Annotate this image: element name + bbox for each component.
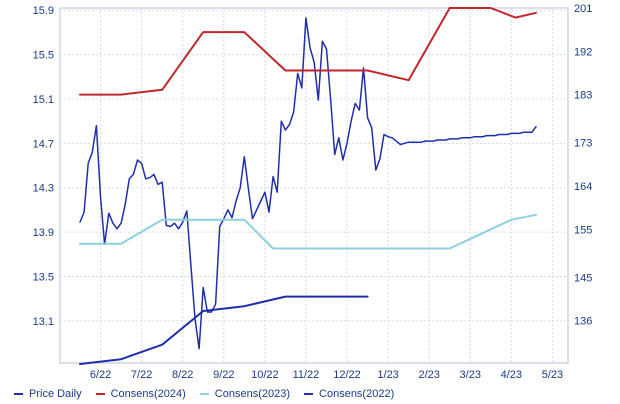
legend-swatch [199,393,209,395]
y-left-tick-label: 15.9 [33,5,54,17]
y-right-tick-label: 192 [574,46,592,58]
series-line-consens-2022 [79,295,369,365]
y-left-tick-label: 13.5 [33,271,54,283]
x-tick-label: 10/22 [251,369,279,381]
legend-swatch [14,393,23,395]
legend-item-consens-2022: Consens(2022) [304,388,394,400]
y-right-tick-label: 164 [574,181,592,193]
y-left-tick-label: 14.7 [33,138,54,150]
y-axis-left: 13.1 13.5 13.9 14.3 14.7 15.1 15.5 15.9 [33,5,54,328]
legend-label: Price Daily [29,388,82,400]
y-left-tick-label: 14.3 [33,183,54,195]
x-tick-label: 7/22 [131,369,152,381]
y-left-tick-label: 13.9 [33,227,54,239]
legend: Price Daily Consens(2024) Consens(2023) … [0,384,620,404]
y-right-tick-label: 155 [574,224,592,236]
y-right-tick-label: 136 [574,316,592,328]
x-tick-label: 6/22 [90,369,111,381]
y-right-tick-label: 183 [574,90,592,102]
legend-swatch [304,393,314,395]
x-axis: 6/22 7/22 8/22 9/22 10/22 11/22 12/22 1/23 2/23 3… [90,369,563,381]
x-tick-label: 11/22 [293,369,320,381]
x-tick-label: 2/23 [418,369,439,381]
legend-item-consens-2024: Consens(2024) [95,388,186,400]
y-right-tick-label: 145 [574,272,592,284]
series-line-consens-2023 [79,213,537,250]
y-axis-right: 136 145 155 164 173 183 192 201 [574,3,592,328]
x-tick-label: 9/22 [213,369,234,381]
legend-swatch [95,393,105,395]
y-right-tick-label: 201 [574,3,592,15]
x-tick-label: 12/22 [333,369,361,381]
x-tick-label: 5/23 [542,369,563,381]
y-left-tick-label: 15.1 [33,94,54,106]
y-right-tick-label: 173 [574,138,592,150]
x-tick-label: 8/22 [172,369,193,381]
legend-label: Consens(2023) [214,388,291,400]
legend-label: Consens(2022) [319,388,395,400]
y-left-tick-label: 15.5 [33,50,54,62]
x-tick-label: 4/23 [501,369,522,381]
legend-label: Consens(2024) [110,388,186,400]
legend-item-consens-2023: Consens(2023) [199,388,291,400]
x-tick-label: 1/23 [377,369,398,381]
x-tick-label: 3/23 [460,369,481,381]
series-group [79,7,537,365]
y-left-tick-label: 13.1 [33,316,54,328]
series-line-price-daily [79,17,537,350]
series-line-consens-2024 [79,7,537,96]
legend-item-price: Price Daily [14,388,82,400]
